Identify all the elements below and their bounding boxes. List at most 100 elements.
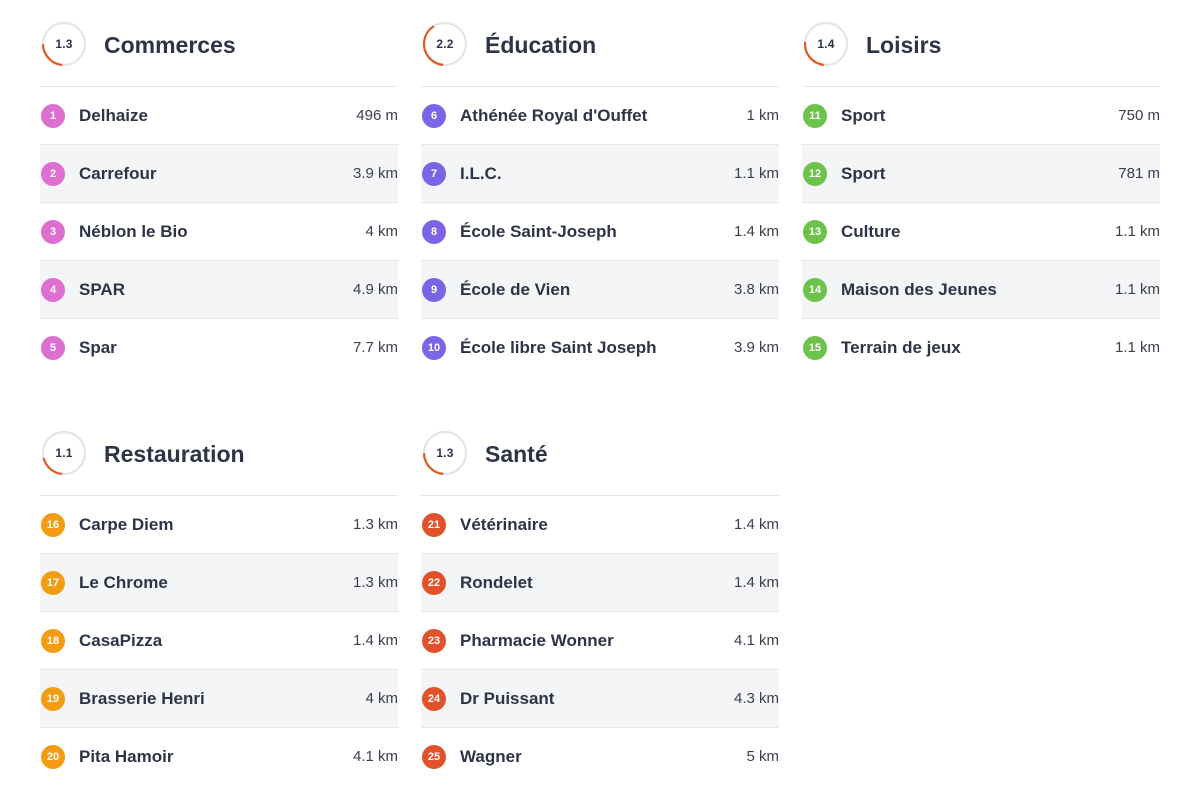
item-distance: 4.1 km xyxy=(733,632,779,649)
score-arc xyxy=(41,430,87,476)
list-item[interactable]: 17 Le Chrome 1.3 km xyxy=(40,554,398,612)
item-distance: 1.1 km xyxy=(1114,223,1160,240)
item-distance: 1.1 km xyxy=(733,165,779,182)
list-item[interactable]: 8 École Saint-Joseph 1.4 km xyxy=(421,203,779,261)
item-number-badge: 25 xyxy=(422,744,446,769)
list-item[interactable]: 10 École libre Saint Joseph 3.9 km xyxy=(421,319,779,376)
item-name: Delhaize xyxy=(79,105,148,125)
score-value: 1.3 xyxy=(55,37,73,51)
section-sante: 1.3 Santé 21 Vétérinaire 1.4 km 22 Rondelet 1.4… xyxy=(421,409,779,785)
score-value: 1.1 xyxy=(55,446,73,460)
item-distance: 1.4 km xyxy=(733,574,779,591)
list-item[interactable]: 9 École de Vien 3.8 km xyxy=(421,261,779,319)
item-number-badge: 21 xyxy=(422,512,446,537)
list-item[interactable]: 6 Athénée Royal d'Ouffet 1 km xyxy=(421,87,779,145)
item-distance: 5 km xyxy=(746,748,779,765)
score-track xyxy=(41,430,87,476)
list-item[interactable]: 1 Delhaize 496 m xyxy=(40,87,398,145)
item-name: Pita Hamoir xyxy=(79,746,174,766)
item-name: Le Chrome xyxy=(79,572,168,592)
item-distance: 496 m xyxy=(356,107,398,124)
item-number-badge: 6 xyxy=(422,103,446,128)
section-header: 1.1 Restauration xyxy=(40,409,398,496)
item-distance: 1.3 km xyxy=(352,516,398,533)
item-name: Terrain de jeux xyxy=(841,337,961,357)
item-number-badge: 12 xyxy=(803,161,827,186)
score-gauge: 1.3 xyxy=(421,429,469,477)
item-name: École de Vien xyxy=(460,279,571,299)
list-item[interactable]: 24 Dr Puissant 4.3 km xyxy=(421,670,779,728)
list-item[interactable]: 13 Culture 1.1 km xyxy=(802,203,1160,261)
item-distance: 4 km xyxy=(365,223,398,240)
section-header: 2.2 Éducation xyxy=(421,0,779,87)
item-number-badge: 5 xyxy=(41,335,65,360)
list-item[interactable]: 4 SPAR 4.9 km xyxy=(40,261,398,319)
score-gauge: 2.2 xyxy=(421,20,469,68)
item-name: Vétérinaire xyxy=(460,514,548,534)
list-item[interactable]: 14 Maison des Jeunes 1.1 km xyxy=(802,261,1160,319)
item-number-badge: 8 xyxy=(422,219,446,244)
score-value: 1.3 xyxy=(436,446,454,460)
section-title: Loisirs xyxy=(866,32,942,58)
list-item[interactable]: 7 I.L.C. 1.1 km xyxy=(421,145,779,203)
section-header: 1.4 Loisirs xyxy=(802,0,1160,87)
item-name: I.L.C. xyxy=(460,163,502,183)
item-distance: 750 m xyxy=(1118,107,1160,124)
item-number-badge: 10 xyxy=(422,335,446,360)
item-name: Culture xyxy=(841,221,901,241)
item-distance: 4.1 km xyxy=(352,748,398,765)
item-number-badge: 19 xyxy=(41,686,65,711)
list-item[interactable]: 22 Rondelet 1.4 km xyxy=(421,554,779,612)
list-item[interactable]: 19 Brasserie Henri 4 km xyxy=(40,670,398,728)
item-number-badge: 18 xyxy=(41,628,65,653)
item-name: Wagner xyxy=(460,746,522,766)
list-item[interactable]: 18 CasaPizza 1.4 km xyxy=(40,612,398,670)
item-name: Dr Puissant xyxy=(460,688,555,708)
item-number-badge: 4 xyxy=(41,277,65,302)
item-distance: 4.9 km xyxy=(352,281,398,298)
item-name: Spar xyxy=(79,337,117,357)
list-item[interactable]: 2 Carrefour 3.9 km xyxy=(40,145,398,203)
item-distance: 1.4 km xyxy=(352,632,398,649)
list-item[interactable]: 16 Carpe Diem 1.3 km xyxy=(40,496,398,554)
section-commerces: 1.3 Commerces 1 Delhaize 496 m 2 Carrefour 3.9 … xyxy=(40,0,398,376)
item-number-badge: 15 xyxy=(803,335,827,360)
item-name: Brasserie Henri xyxy=(79,688,205,708)
list-item[interactable]: 20 Pita Hamoir 4.1 km xyxy=(40,728,398,785)
list-item[interactable]: 21 Vétérinaire 1.4 km xyxy=(421,496,779,554)
item-name: Maison des Jeunes xyxy=(841,279,997,299)
item-number-badge: 11 xyxy=(803,103,827,128)
item-distance: 3.9 km xyxy=(733,339,779,356)
item-distance: 1 km xyxy=(746,107,779,124)
section-education: 2.2 Éducation 6 Athénée Royal d'Ouffet 1 km 7… xyxy=(421,0,779,376)
item-name: Sport xyxy=(841,105,886,125)
score-gauge: 1.3 xyxy=(40,20,88,68)
score-value: 2.2 xyxy=(436,37,454,51)
list-item[interactable]: 3 Néblon le Bio 4 km xyxy=(40,203,398,261)
item-number-badge: 3 xyxy=(41,219,65,244)
score-value: 1.4 xyxy=(817,37,835,51)
item-number-badge: 2 xyxy=(41,161,65,186)
item-name: Carpe Diem xyxy=(79,514,174,534)
section-title: Restauration xyxy=(104,441,245,467)
item-number-badge: 23 xyxy=(422,628,446,653)
item-number-badge: 16 xyxy=(41,512,65,537)
item-name: SPAR xyxy=(79,279,125,299)
item-distance: 1.4 km xyxy=(733,223,779,240)
item-distance: 3.8 km xyxy=(733,281,779,298)
list-item[interactable]: 11 Sport 750 m xyxy=(802,87,1160,145)
item-number-badge: 14 xyxy=(803,277,827,302)
item-distance: 1.3 km xyxy=(352,574,398,591)
list-item[interactable]: 5 Spar 7.7 km xyxy=(40,319,398,376)
list-item[interactable]: 23 Pharmacie Wonner 4.1 km xyxy=(421,612,779,670)
list-item[interactable]: 12 Sport 781 m xyxy=(802,145,1160,203)
item-number-badge: 13 xyxy=(803,219,827,244)
item-distance: 4.3 km xyxy=(733,690,779,707)
list-item[interactable]: 25 Wagner 5 km xyxy=(421,728,779,785)
item-number-badge: 24 xyxy=(422,686,446,711)
list-item[interactable]: 15 Terrain de jeux 1.1 km xyxy=(802,319,1160,376)
item-number-badge: 9 xyxy=(422,277,446,302)
item-distance: 1.1 km xyxy=(1114,339,1160,356)
item-distance: 4 km xyxy=(365,690,398,707)
section-title: Commerces xyxy=(104,32,236,58)
